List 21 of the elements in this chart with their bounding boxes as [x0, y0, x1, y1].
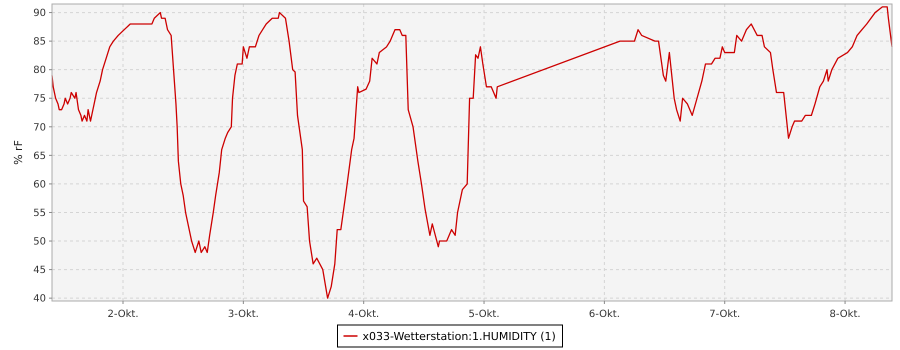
y-tick-label: 80	[33, 65, 46, 76]
y-tick-label: 75	[33, 94, 46, 105]
y-axis-title: % rF	[12, 140, 25, 165]
line-series	[51, 6, 893, 299]
x-tick-label: 5-Okt.	[468, 309, 500, 320]
y-tick-label: 90	[33, 8, 46, 20]
x-tick-label: 7-Okt.	[709, 309, 740, 320]
y-tick-label: 50	[33, 236, 46, 248]
y-tick-label: 70	[33, 122, 46, 134]
y-tick-label: 45	[33, 265, 46, 276]
y-tick-label: 65	[33, 150, 46, 162]
y-tick-label: 60	[33, 179, 46, 190]
x-tick-label: 4-Okt.	[348, 309, 380, 320]
x-tick-label: 2-Okt.	[107, 309, 139, 320]
x-tick-label: 3-Okt.	[228, 309, 259, 320]
y-tick-label: 55	[33, 208, 46, 219]
y-tick-label: 40	[33, 294, 46, 305]
x-tick-label: 6-Okt.	[588, 309, 620, 320]
legend-label: x033-Wetterstation:1.HUMIDITY (1)	[362, 330, 556, 343]
y-tick-label: 85	[33, 36, 46, 48]
x-tick-label: 8-Okt.	[830, 309, 861, 320]
